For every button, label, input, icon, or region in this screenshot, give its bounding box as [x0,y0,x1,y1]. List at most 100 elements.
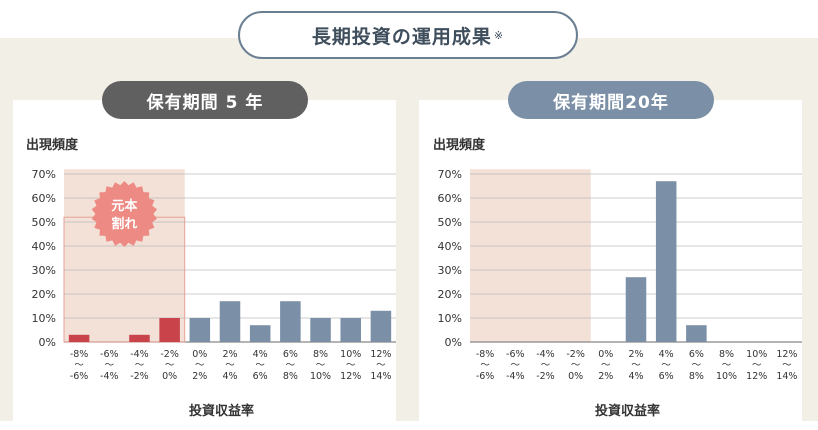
x-tick-label-1-0-1: 〜 [480,360,490,371]
annotation-text-0-0: 元本 [111,198,137,214]
x-tick-label-0-7-0: 6% [283,349,298,360]
y-tick-label-1-2: 20% [438,288,462,301]
y-tick-label-1-1: 10% [438,312,462,325]
x-tick-label-0-1-1: 〜 [105,360,115,371]
y-tick-label-1-3: 30% [438,264,462,277]
x-tick-label-0-10-0: 12% [370,349,391,360]
x-tick-label-0-5-2: 4% [222,371,237,382]
x-tick-label-0-3-1: 〜 [165,360,175,371]
charts-canvas: 0%10%20%30%40%50%60%70%-8%〜-6%-6%〜-4%-4%… [32,168,802,382]
x-tick-label-1-10-2: 14% [776,371,797,382]
bar-0-9 [340,318,361,342]
bar-1-5 [625,277,647,342]
x-tick-label-1-3-0: -2% [566,349,585,360]
x-tick-label-1-5-0: 2% [628,349,643,360]
x-tick-label-1-4-2: 2% [598,371,613,382]
bar-1-6 [655,181,677,342]
x-tick-label-1-5-1: 〜 [631,360,641,371]
x-tick-label-1-10-1: 〜 [782,360,792,371]
bar-0-0 [68,334,90,342]
bar-1-7 [686,325,707,342]
x-tick-label-0-7-2: 8% [283,371,298,382]
x-tick-label-0-6-1: 〜 [255,360,265,371]
x-tick-label-1-7-2: 8% [689,371,704,382]
x-tick-label-1-8-2: 10% [716,371,737,382]
x-tick-label-1-3-1: 〜 [571,360,581,371]
x-tick-label-1-1-1: 〜 [511,360,521,371]
y-axis-label-20-years: 出現頻度 [433,138,486,153]
x-tick-label-1-8-1: 〜 [722,360,732,371]
period-label-5-years: 保有期間 5 年 [102,81,308,119]
bar-0-8 [310,318,331,342]
y-tick-label-0-1: 10% [32,312,56,325]
annotation-badge-0 [91,181,157,247]
x-tick-label-0-5-1: 〜 [225,360,235,371]
bar-0-6 [249,325,271,342]
x-tick-label-0-0-0: -8% [70,349,89,360]
x-tick-label-0-4-1: 〜 [195,360,205,371]
x-tick-label-0-2-2: -2% [130,371,149,382]
x-tick-label-0-7-1: 〜 [286,360,296,371]
y-tick-label-0-0: 0% [39,336,56,349]
x-tick-label-1-7-1: 〜 [692,360,702,371]
x-axis-label-20-years: 投資収益率 [595,404,661,419]
x-tick-label-0-4-0: 0% [192,349,207,360]
x-tick-label-1-9-2: 12% [746,371,767,382]
x-tick-label-0-8-0: 8% [313,349,328,360]
x-tick-label-0-3-0: -2% [160,349,179,360]
x-tick-label-0-8-1: 〜 [316,360,326,371]
y-tick-label-1-5: 50% [438,216,462,229]
x-tick-label-1-10-0: 12% [776,349,797,360]
y-tick-label-0-2: 20% [32,288,56,301]
x-tick-label-1-3-2: 0% [568,371,583,382]
x-tick-label-1-4-0: 0% [598,349,613,360]
loss-zone-1 [470,169,591,342]
annotation-text-0-1: 割れ [111,216,137,232]
x-tick-label-1-1-0: -6% [506,349,525,360]
x-tick-label-0-0-2: -6% [70,371,89,382]
y-tick-label-0-5: 50% [32,216,56,229]
x-tick-label-0-2-0: -4% [130,349,149,360]
x-tick-label-1-6-2: 6% [659,371,674,382]
x-tick-label-1-2-2: -2% [536,371,555,382]
x-tick-label-0-10-2: 14% [370,371,391,382]
bar-0-3 [159,318,180,342]
x-tick-label-0-1-0: -6% [100,349,119,360]
x-tick-label-0-5-0: 2% [222,349,237,360]
y-axis-label-5-years: 出現頻度 [26,138,79,153]
y-tick-label-0-4: 40% [32,240,56,253]
x-tick-label-1-9-1: 〜 [752,360,762,371]
bar-0-2 [129,334,150,342]
bar-0-10 [370,310,392,342]
period-label-20-years: 保有期間20年 [508,81,714,119]
y-tick-label-1-6: 60% [438,192,462,205]
y-tick-label-1-7: 70% [438,168,462,181]
x-tick-label-1-0-0: -8% [476,349,495,360]
x-tick-label-1-7-0: 6% [689,349,704,360]
y-tick-label-0-7: 70% [32,168,56,181]
x-tick-label-0-0-1: 〜 [74,360,84,371]
x-tick-label-1-6-1: 〜 [661,360,671,371]
x-tick-label-0-6-0: 4% [253,349,268,360]
x-tick-label-0-1-2: -4% [100,371,119,382]
bar-0-5 [219,301,241,342]
x-tick-label-0-9-2: 12% [340,371,361,382]
bar-0-7 [280,301,301,342]
x-tick-label-0-9-1: 〜 [346,360,356,371]
x-tick-label-0-6-2: 6% [253,371,268,382]
x-tick-label-0-8-2: 10% [310,371,331,382]
x-tick-label-1-1-2: -4% [506,371,525,382]
x-tick-label-1-9-0: 10% [746,349,767,360]
x-tick-label-1-4-1: 〜 [601,360,611,371]
x-tick-label-1-2-1: 〜 [541,360,551,371]
x-tick-label-1-0-2: -6% [476,371,495,382]
x-tick-label-0-3-2: 0% [162,371,177,382]
x-axis-label-5-years: 投資収益率 [189,404,255,419]
main-title-text: 長期投資の運用成果 [311,25,492,48]
bar-0-4 [189,318,211,342]
x-tick-label-1-8-0: 8% [719,349,734,360]
x-tick-label-1-2-0: -4% [536,349,555,360]
x-tick-label-0-9-0: 10% [340,349,361,360]
y-tick-label-1-4: 40% [438,240,462,253]
y-tick-label-1-0: 0% [445,336,462,349]
